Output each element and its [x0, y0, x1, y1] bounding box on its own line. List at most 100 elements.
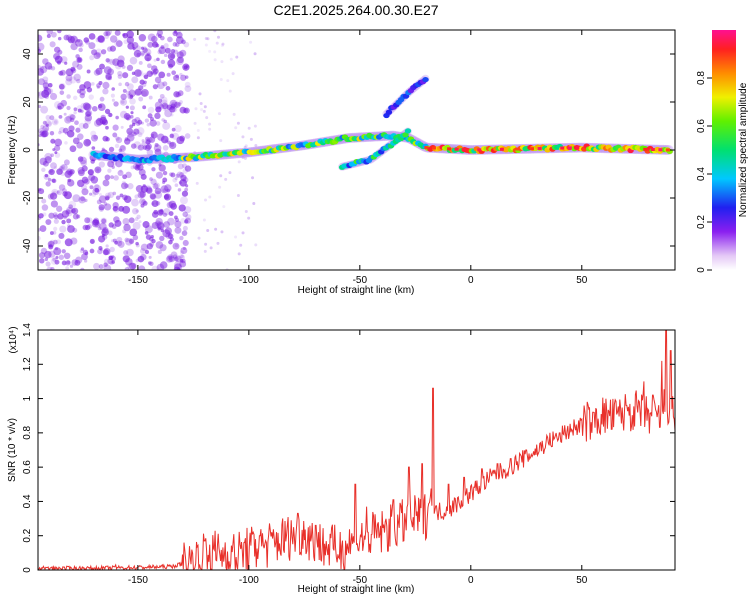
noise-dot	[220, 230, 224, 234]
noise-dot	[112, 206, 119, 212]
noise-dot	[84, 117, 92, 125]
noise-dot	[126, 30, 134, 39]
x-tick-label: -100	[239, 275, 259, 286]
noise-dot	[167, 52, 176, 60]
noise-dot	[103, 258, 111, 265]
noise-dot	[169, 142, 175, 147]
noise-dot	[155, 106, 162, 113]
noise-dot	[137, 191, 145, 199]
noise-dot	[119, 144, 127, 152]
noise-dot	[220, 60, 224, 64]
noise-dot	[174, 255, 182, 263]
noise-dot	[82, 224, 89, 231]
noise-dot	[174, 183, 179, 187]
noise-dot	[163, 108, 167, 112]
noise-dot	[165, 86, 171, 91]
noise-dot	[249, 40, 253, 44]
noise-dot	[53, 226, 58, 231]
noise-dot	[94, 166, 102, 174]
y-tick-label: 0.8	[22, 425, 33, 439]
noise-dot	[42, 125, 50, 132]
noise-dot	[98, 245, 103, 251]
noise-dot	[231, 72, 235, 76]
snr-ticks: -150 -100 -50 0 50 0 0.2 0.4 0.6 0.8 1 1.2 1.4	[22, 323, 675, 586]
noise-dot	[107, 68, 115, 76]
noise-dot	[98, 161, 106, 168]
noise-dot	[49, 239, 56, 246]
noise-dot	[94, 184, 100, 190]
noise-dot	[93, 52, 101, 60]
noise-dot	[44, 250, 52, 259]
spectrogram-xlabel: Height of straight line (km)	[298, 285, 415, 296]
noise-dot	[72, 137, 80, 145]
noise-dot	[158, 46, 166, 55]
noise-dot	[137, 132, 143, 138]
noise-dot	[108, 255, 114, 261]
noise-dot	[170, 53, 175, 59]
noise-dot	[208, 122, 212, 126]
noise-dot	[151, 265, 160, 270]
noise-dot	[98, 193, 102, 197]
y-tick-label: 0	[22, 567, 33, 573]
noise-dot	[163, 119, 167, 124]
noise-dot	[61, 188, 67, 194]
noise-dot	[49, 41, 56, 48]
noise-dot	[104, 174, 111, 181]
noise-dot	[48, 168, 55, 176]
noise-dot	[146, 136, 153, 143]
noise-dot	[38, 235, 41, 241]
noise-dot	[101, 119, 108, 126]
noise-dot	[179, 250, 184, 255]
noise-dot	[115, 195, 121, 200]
x-tick-label: -150	[128, 275, 148, 286]
noise-dot	[251, 176, 255, 180]
noise-dot	[184, 75, 189, 79]
noise-dot	[128, 217, 135, 224]
noise-dot	[232, 112, 236, 116]
ridge-peak	[499, 147, 504, 151]
noise-dot	[182, 177, 189, 183]
noise-dot	[108, 76, 112, 81]
noise-dot	[93, 69, 101, 76]
noise-dot	[123, 250, 129, 256]
noise-dot	[185, 214, 192, 221]
noise-dot	[105, 244, 109, 248]
noise-dot	[38, 78, 45, 86]
noise-dot	[159, 244, 167, 252]
noise-dot	[76, 142, 83, 149]
noise-dot	[143, 74, 149, 80]
x-tick-label: -100	[239, 575, 259, 586]
noise-dot	[115, 159, 123, 168]
noise-dot	[44, 257, 49, 262]
noise-dot	[98, 103, 103, 109]
noise-dot	[38, 91, 41, 97]
noise-dot	[174, 101, 181, 108]
noise-dot	[155, 43, 160, 48]
x-tick-label: -50	[353, 275, 368, 286]
noise-dot	[156, 83, 160, 87]
noise-dot	[203, 105, 207, 109]
y-tick-label: 1.4	[22, 323, 33, 337]
colorbar-ticks: 0 0.2 0.4 0.6 0.8	[696, 71, 712, 273]
noise-dot	[158, 98, 163, 103]
noise-dot	[184, 219, 189, 224]
noise-dot	[95, 48, 103, 56]
noise-dot	[140, 50, 145, 56]
noise-dot	[140, 46, 145, 50]
noise-dot	[78, 47, 83, 53]
noise-dot	[176, 171, 184, 179]
noise-dot	[67, 225, 75, 233]
noise-dot	[114, 240, 118, 245]
noise-dot	[157, 133, 165, 141]
noise-dot	[57, 36, 62, 41]
noise-dot	[146, 243, 153, 250]
noise-dot	[64, 116, 72, 124]
noise-dot	[132, 207, 139, 215]
noise-dot	[124, 237, 129, 243]
noise-dot	[193, 37, 197, 41]
noise-dot	[111, 87, 115, 91]
noise-dot	[89, 238, 95, 244]
noise-dot	[141, 88, 149, 97]
noise-dot	[72, 60, 80, 68]
noise-dot	[161, 118, 165, 122]
